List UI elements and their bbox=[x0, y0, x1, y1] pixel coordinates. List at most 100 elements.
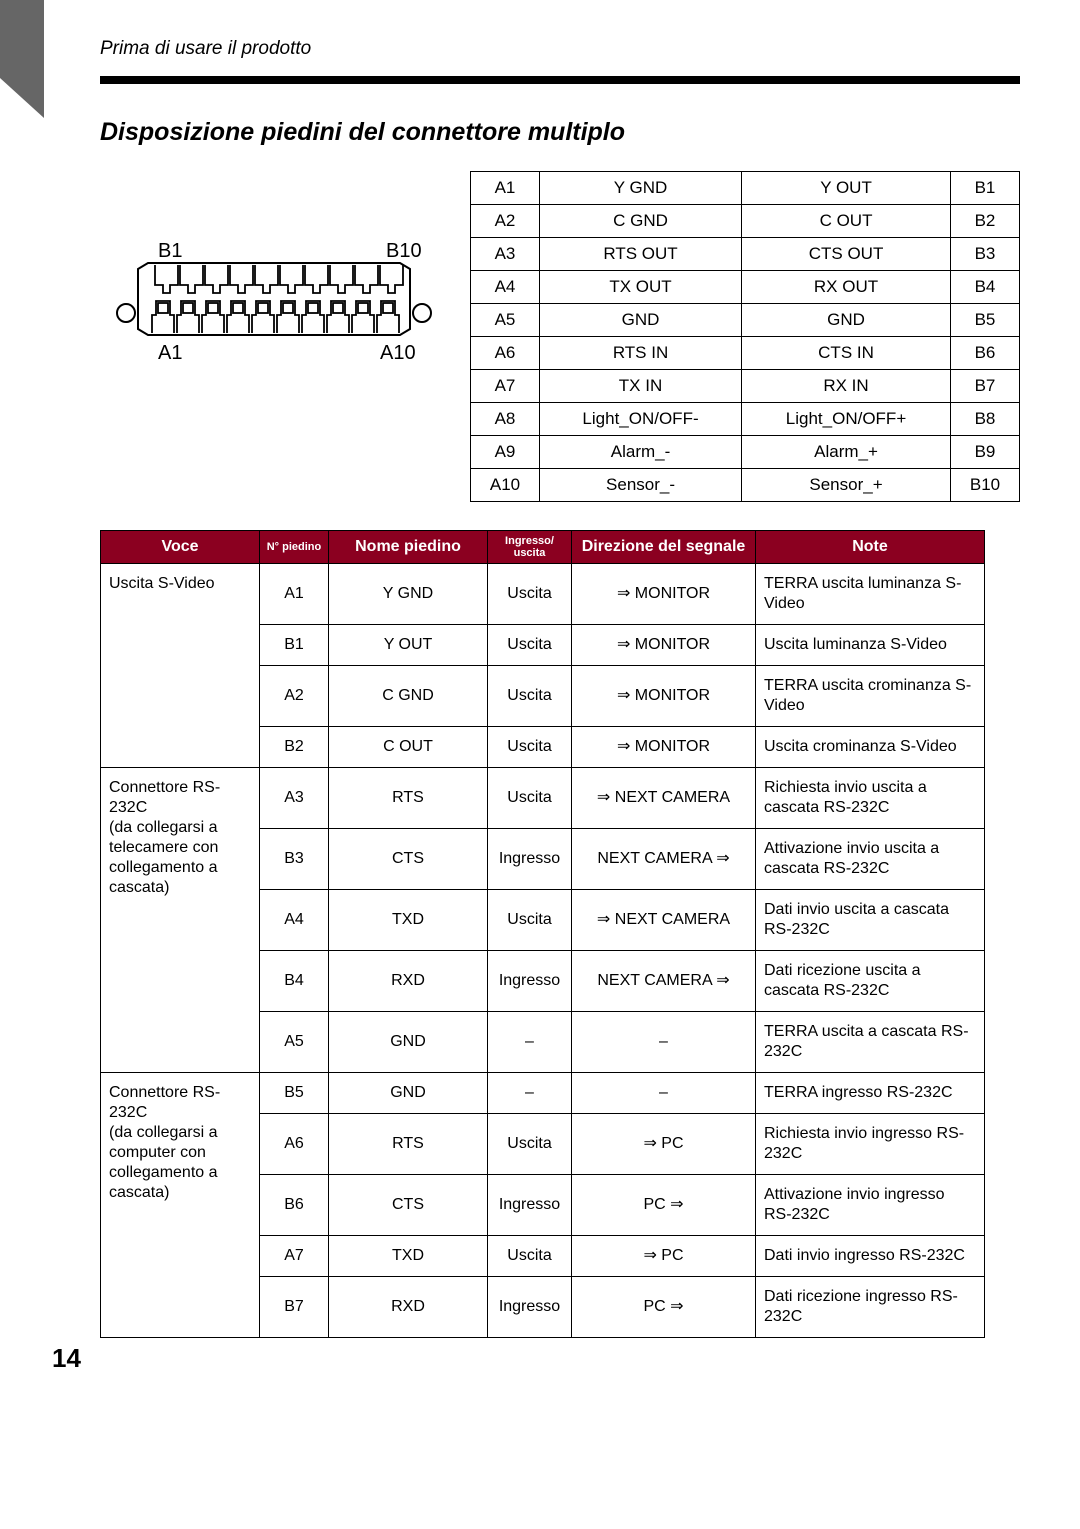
cell-aname: Alarm_- bbox=[540, 436, 742, 469]
cell-bname: C OUT bbox=[742, 205, 951, 238]
th-dir: Direzione del segnale bbox=[572, 531, 756, 564]
th-voce: Voce bbox=[101, 531, 260, 564]
cell-bname: Alarm_+ bbox=[742, 436, 951, 469]
cell-nome: Y OUT bbox=[329, 625, 488, 666]
cell-nome: TXD bbox=[329, 1236, 488, 1277]
cell-nome: RXD bbox=[329, 1277, 488, 1338]
section-header: Prima di usare il prodotto bbox=[100, 38, 1020, 60]
cell-note: TERRA ingresso RS-232C bbox=[756, 1073, 985, 1114]
label-a1: A1 bbox=[158, 342, 182, 364]
table-row: Connettore RS-232C (da collegarsi a comp… bbox=[101, 1073, 985, 1114]
cell-note: Richiesta invio ingresso RS-232C bbox=[756, 1114, 985, 1175]
cell-note: Dati ricezione ingresso RS-232C bbox=[756, 1277, 985, 1338]
cell-note: Uscita luminanza S-Video bbox=[756, 625, 985, 666]
cell-note: Dati invio uscita a cascata RS-232C bbox=[756, 890, 985, 951]
cell-dir: PC ⇒ bbox=[572, 1175, 756, 1236]
th-note: Note bbox=[756, 531, 985, 564]
th-pin: N° piedino bbox=[260, 531, 329, 564]
cell-dir: ⇒ PC bbox=[572, 1236, 756, 1277]
cell-io: – bbox=[488, 1073, 572, 1114]
cell-io: Uscita bbox=[488, 890, 572, 951]
label-b1: B1 bbox=[158, 241, 182, 262]
cell-a: A9 bbox=[471, 436, 540, 469]
cell-aname: TX OUT bbox=[540, 271, 742, 304]
th-io: Ingresso/ uscita bbox=[488, 531, 572, 564]
cell-dir: ⇒ MONITOR bbox=[572, 666, 756, 727]
cell-b: B5 bbox=[951, 304, 1020, 337]
cell-io: Uscita bbox=[488, 1236, 572, 1277]
cell-b: B4 bbox=[951, 271, 1020, 304]
cell-note: Dati invio ingresso RS-232C bbox=[756, 1236, 985, 1277]
table-row: A10Sensor_-Sensor_+B10 bbox=[471, 469, 1020, 502]
cell-dir: ⇒ NEXT CAMERA bbox=[572, 768, 756, 829]
label-b10: B10 bbox=[386, 241, 422, 262]
table-row: A4TX OUTRX OUTB4 bbox=[471, 271, 1020, 304]
cell-nome: TXD bbox=[329, 890, 488, 951]
cell-pin: B1 bbox=[260, 625, 329, 666]
table-row: Connettore RS-232C (da collegarsi a tele… bbox=[101, 768, 985, 829]
cell-voce: Connettore RS-232C (da collegarsi a tele… bbox=[101, 768, 260, 1073]
cell-pin: A5 bbox=[260, 1012, 329, 1073]
cell-voce: Uscita S-Video bbox=[101, 564, 260, 768]
table-row: A5GNDGNDB5 bbox=[471, 304, 1020, 337]
cell-b: B6 bbox=[951, 337, 1020, 370]
detail-table: Voce N° piedino Nome piedino Ingresso/ u… bbox=[100, 530, 985, 1338]
cell-note: Attivazione invio ingresso RS-232C bbox=[756, 1175, 985, 1236]
cell-io: Ingresso bbox=[488, 1175, 572, 1236]
table-row: A8Light_ON/OFF-Light_ON/OFF+B8 bbox=[471, 403, 1020, 436]
cell-b: B3 bbox=[951, 238, 1020, 271]
cell-aname: C GND bbox=[540, 205, 742, 238]
cell-io: Ingresso bbox=[488, 951, 572, 1012]
cell-nome: GND bbox=[329, 1012, 488, 1073]
cell-a: A2 bbox=[471, 205, 540, 238]
cell-dir: ⇒ MONITOR bbox=[572, 564, 756, 625]
cell-pin: A2 bbox=[260, 666, 329, 727]
cell-aname: TX IN bbox=[540, 370, 742, 403]
cell-nome: Y GND bbox=[329, 564, 488, 625]
cell-dir: – bbox=[572, 1073, 756, 1114]
connector-diagram: B1 B10 bbox=[100, 241, 440, 386]
cell-a: A3 bbox=[471, 238, 540, 271]
cell-note: Uscita crominanza S-Video bbox=[756, 727, 985, 768]
cell-aname: RTS OUT bbox=[540, 238, 742, 271]
cell-b: B1 bbox=[951, 172, 1020, 205]
table-row: A6RTS INCTS INB6 bbox=[471, 337, 1020, 370]
cell-io: – bbox=[488, 1012, 572, 1073]
cell-nome: GND bbox=[329, 1073, 488, 1114]
cell-bname: GND bbox=[742, 304, 951, 337]
cell-nome: CTS bbox=[329, 829, 488, 890]
cell-pin: A6 bbox=[260, 1114, 329, 1175]
page-tab bbox=[0, 0, 44, 78]
label-a10: A10 bbox=[380, 342, 416, 364]
cell-nome: CTS bbox=[329, 1175, 488, 1236]
cell-note: Attivazione invio uscita a cascata RS-23… bbox=[756, 829, 985, 890]
cell-a: A5 bbox=[471, 304, 540, 337]
cell-nome: RTS bbox=[329, 1114, 488, 1175]
cell-aname: GND bbox=[540, 304, 742, 337]
cell-pin: A4 bbox=[260, 890, 329, 951]
table-row: Uscita S-VideoA1Y GNDUscita⇒ MONITORTERR… bbox=[101, 564, 985, 625]
cell-bname: CTS OUT bbox=[742, 238, 951, 271]
cell-dir: – bbox=[572, 1012, 756, 1073]
cell-b: B7 bbox=[951, 370, 1020, 403]
cell-io: Uscita bbox=[488, 768, 572, 829]
cell-dir: NEXT CAMERA ⇒ bbox=[572, 951, 756, 1012]
cell-nome: C GND bbox=[329, 666, 488, 727]
cell-bname: Light_ON/OFF+ bbox=[742, 403, 951, 436]
cell-nome: C OUT bbox=[329, 727, 488, 768]
cell-dir: ⇒ MONITOR bbox=[572, 727, 756, 768]
cell-pin: B6 bbox=[260, 1175, 329, 1236]
cell-dir: ⇒ MONITOR bbox=[572, 625, 756, 666]
th-nome: Nome piedino bbox=[329, 531, 488, 564]
cell-pin: A1 bbox=[260, 564, 329, 625]
page-number: 14 bbox=[52, 1343, 81, 1374]
cell-io: Uscita bbox=[488, 666, 572, 727]
cell-a: A10 bbox=[471, 469, 540, 502]
cell-io: Ingresso bbox=[488, 829, 572, 890]
cell-b: B10 bbox=[951, 469, 1020, 502]
cell-aname: Y GND bbox=[540, 172, 742, 205]
cell-io: Uscita bbox=[488, 727, 572, 768]
cell-aname: RTS IN bbox=[540, 337, 742, 370]
cell-a: A4 bbox=[471, 271, 540, 304]
cell-bname: Y OUT bbox=[742, 172, 951, 205]
